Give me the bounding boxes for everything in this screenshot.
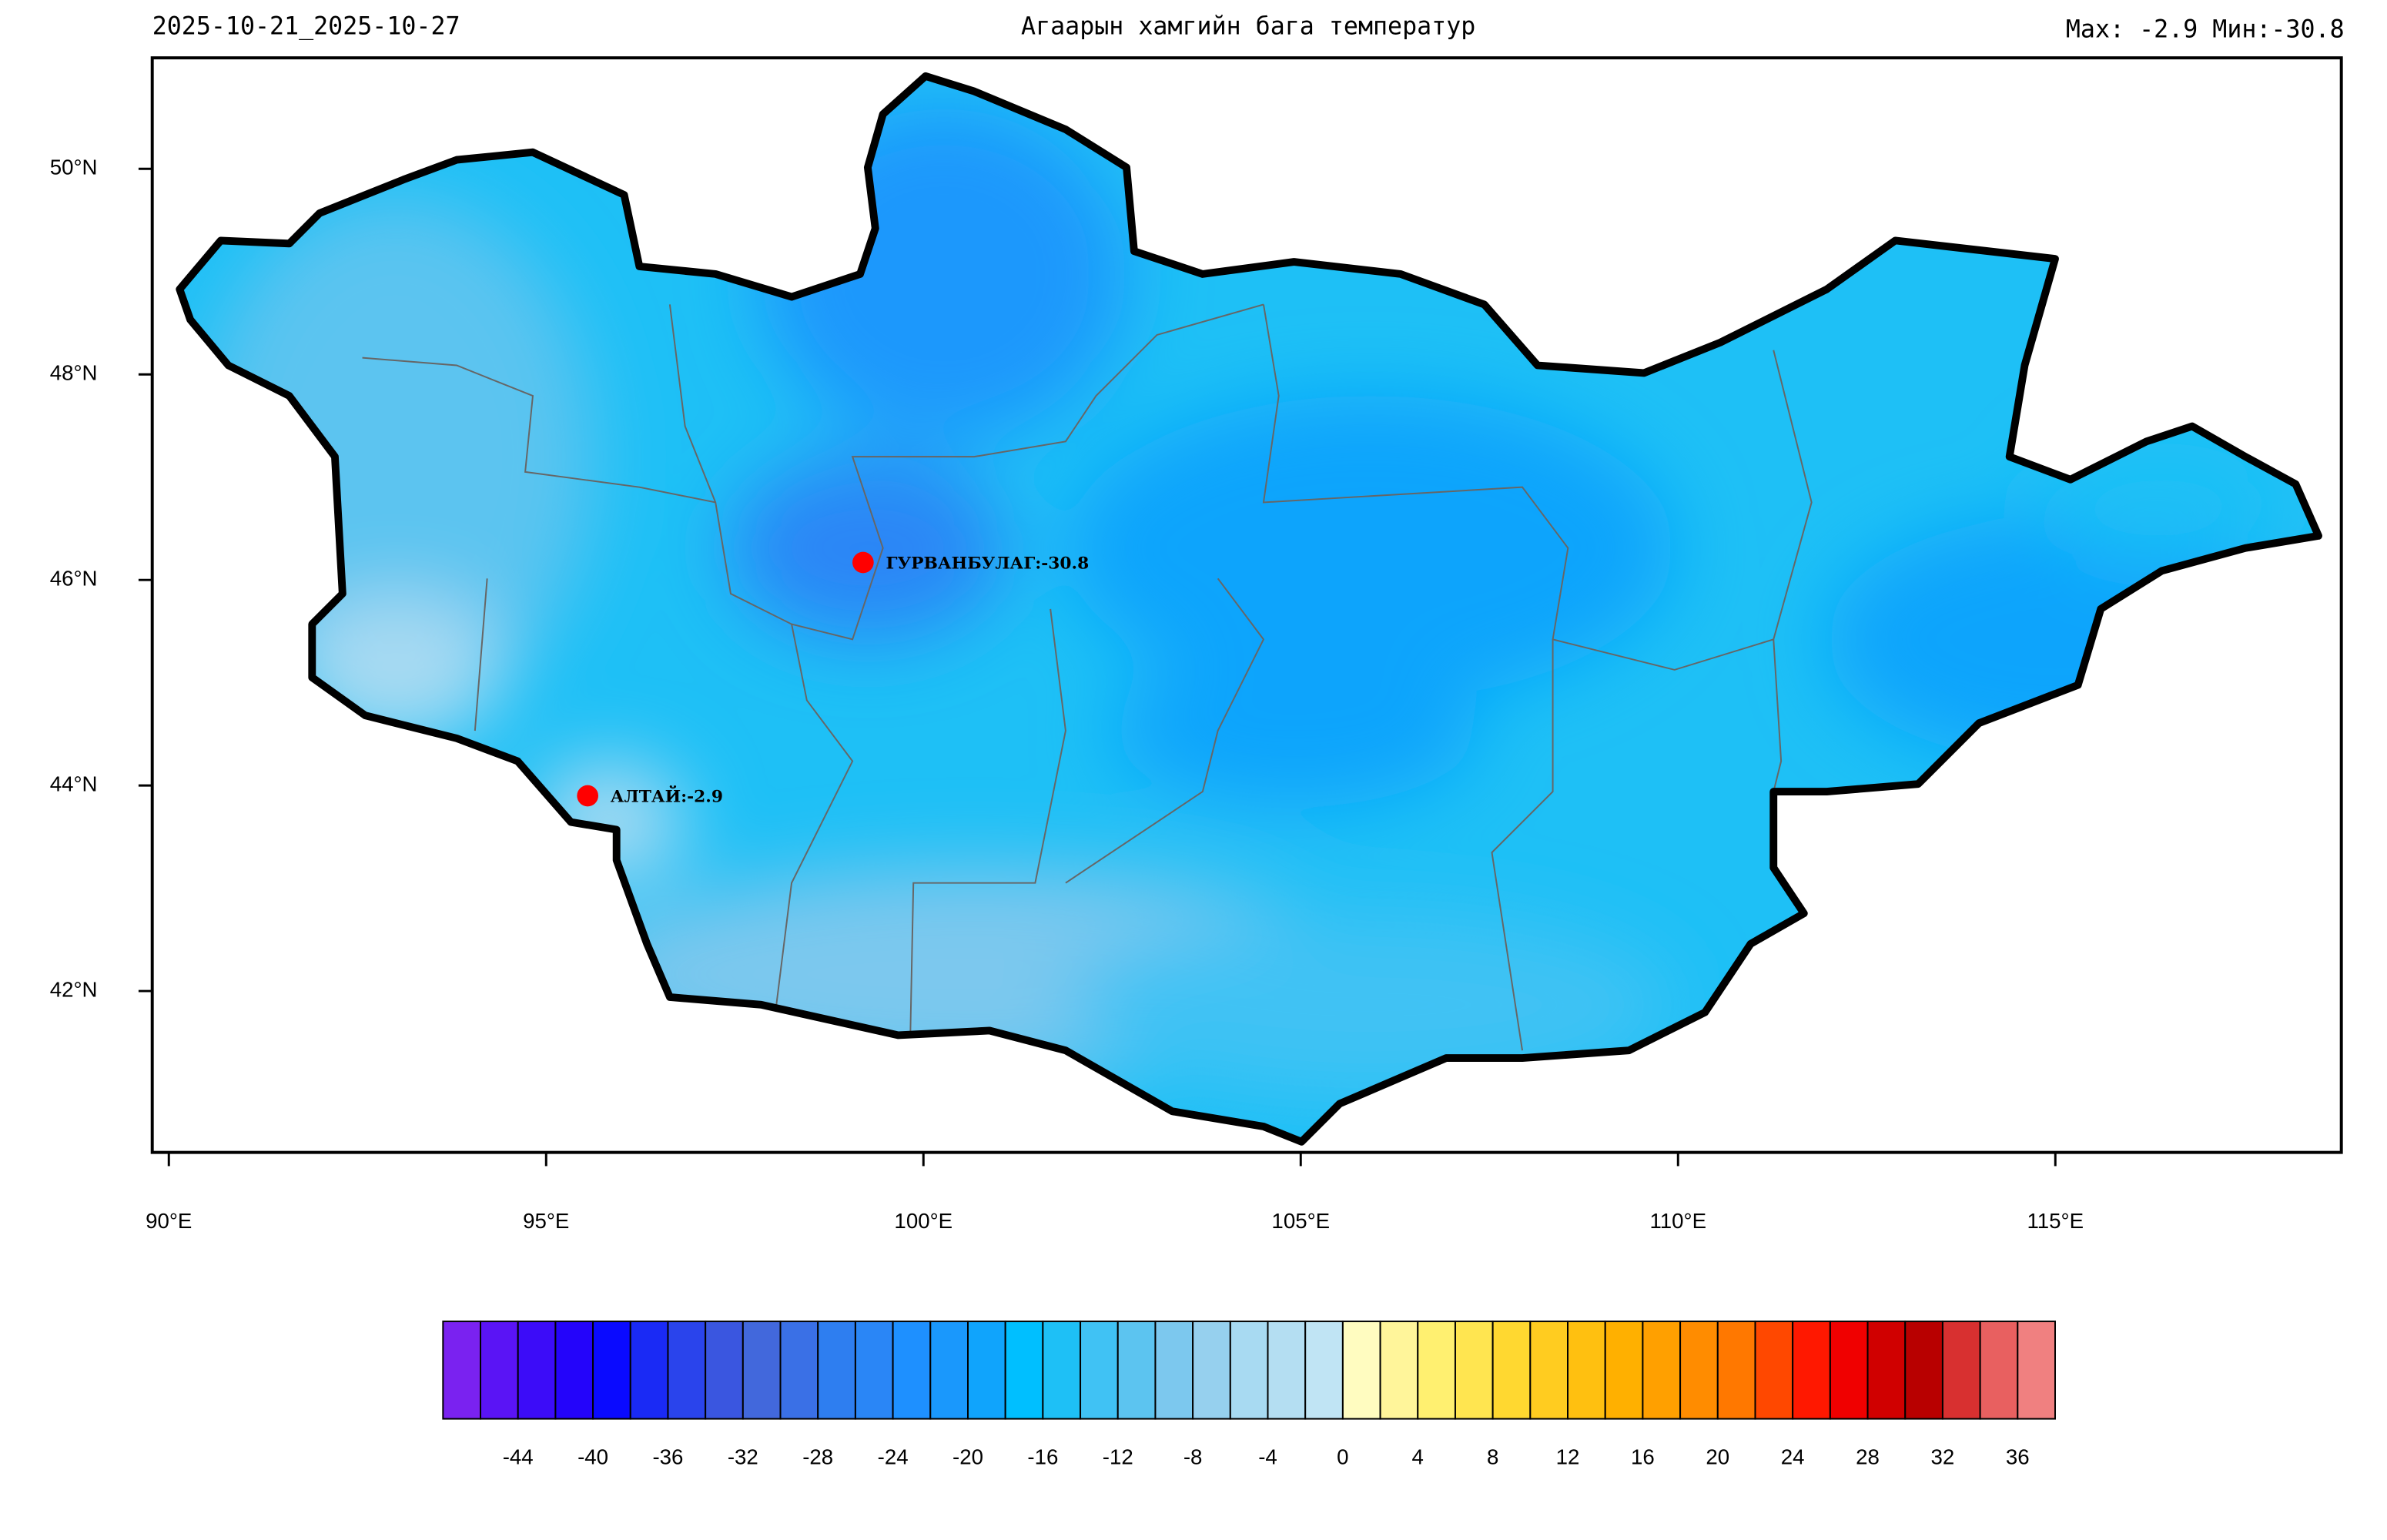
colorbar-label: -36 <box>652 1445 683 1468</box>
colorbar-label: -32 <box>728 1445 758 1468</box>
extremes: Max: -2.9 Мин:-30.8 <box>2066 16 2345 44</box>
colorbar-label: 28 <box>1856 1445 1880 1468</box>
x-tick-label: 95°E <box>523 1209 569 1233</box>
colorbar-box <box>554 1321 594 1420</box>
colorbar-box <box>1866 1321 1907 1420</box>
colorbar-box <box>1529 1321 1569 1420</box>
period: 2025-10-21_2025-10-27 <box>152 13 460 41</box>
colorbar-label: 0 <box>1337 1445 1348 1468</box>
colorbar-box <box>1792 1321 1831 1420</box>
station-marker <box>852 551 874 574</box>
colorbar-box <box>1267 1321 1307 1420</box>
colorbar-box <box>667 1321 707 1420</box>
colorbar-box <box>1304 1321 1344 1420</box>
colorbar-label: 8 <box>1487 1445 1498 1468</box>
colorbar-box <box>1679 1321 1719 1420</box>
colorbar-box <box>1642 1321 1682 1420</box>
colorbar-box <box>929 1321 969 1420</box>
colorbar-box <box>1491 1321 1532 1420</box>
province-borders <box>362 303 1813 1051</box>
colorbar-box <box>1154 1321 1194 1420</box>
colorbar-label: 32 <box>1931 1445 1955 1468</box>
colorbar-box <box>1341 1321 1381 1420</box>
colorbar-box <box>1829 1321 1869 1420</box>
colorbar-box <box>1454 1321 1494 1420</box>
colorbar-box <box>1080 1321 1119 1420</box>
colorbar-label: -28 <box>802 1445 833 1468</box>
x-tick-label: 100°E <box>894 1209 952 1233</box>
x-tick-label: 105°E <box>1271 1209 1330 1233</box>
colorbar-box <box>480 1321 519 1420</box>
colorbar-box <box>1004 1321 1044 1420</box>
title: Агаарын хамгийн бага температур <box>1021 13 1475 41</box>
y-tick-label: 42°N <box>50 977 98 1001</box>
colorbar-label: 20 <box>1706 1445 1729 1468</box>
colorbar-label: 12 <box>1556 1445 1580 1468</box>
colorbar-box <box>1192 1321 1231 1420</box>
colorbar-label: 24 <box>1781 1445 1805 1468</box>
colorbar-box <box>1229 1321 1269 1420</box>
y-tick-label: 46°N <box>50 566 98 590</box>
colorbar-label: 36 <box>2006 1445 2030 1468</box>
colorbar-box <box>1116 1321 1157 1420</box>
colorbar-label: 16 <box>1631 1445 1655 1468</box>
y-tick-label: 48°N <box>50 361 98 385</box>
colorbar-box <box>1604 1321 1644 1420</box>
colorbar-box <box>817 1321 856 1420</box>
colorbar-box <box>592 1321 631 1420</box>
colorbar-box <box>966 1321 1006 1420</box>
colorbar-box <box>1979 1321 2019 1420</box>
x-tick-label: 90°E <box>146 1209 192 1233</box>
station-label: ГУРВАНБУЛАГ:-30.8 <box>886 554 1090 573</box>
colorbar-box <box>1941 1321 1981 1420</box>
colorbar-label: -4 <box>1258 1445 1277 1468</box>
colorbar-box <box>892 1321 932 1420</box>
colorbar-label: -44 <box>503 1445 534 1468</box>
colorbar-box <box>1716 1321 1756 1420</box>
colorbar-box <box>705 1321 744 1420</box>
colorbar-box <box>854 1321 894 1420</box>
colorbar-box <box>629 1321 669 1420</box>
y-tick-label: 44°N <box>50 772 98 795</box>
colorbar-box <box>1417 1321 1456 1420</box>
colorbar-label: -24 <box>878 1445 909 1468</box>
colorbar-box <box>1042 1321 1082 1420</box>
station-marker <box>577 785 599 807</box>
colorbar-box <box>1567 1321 1606 1420</box>
colorbar-label: -20 <box>952 1445 983 1468</box>
colorbar-box <box>2017 1321 2056 1420</box>
colorbar-label: -40 <box>578 1445 608 1468</box>
colorbar-box <box>1379 1321 1419 1420</box>
colorbar-label: -8 <box>1183 1445 1203 1468</box>
colorbar-label: 4 <box>1412 1445 1424 1468</box>
colorbar-box <box>517 1321 557 1420</box>
x-tick-label: 110°E <box>1649 1209 1706 1233</box>
colorbar-box <box>1904 1321 1943 1420</box>
colorbar-label: -12 <box>1103 1445 1133 1468</box>
y-tick-label: 50°N <box>50 156 98 179</box>
colorbar-label: -16 <box>1027 1445 1058 1468</box>
colorbar-box <box>1754 1321 1794 1420</box>
colorbar-box <box>742 1321 782 1420</box>
colorbar-box <box>779 1321 819 1420</box>
station-label: АЛТАЙ:-2.9 <box>611 784 723 806</box>
x-tick-label: 115°E <box>2027 1209 2084 1233</box>
colorbar-box <box>442 1321 481 1420</box>
